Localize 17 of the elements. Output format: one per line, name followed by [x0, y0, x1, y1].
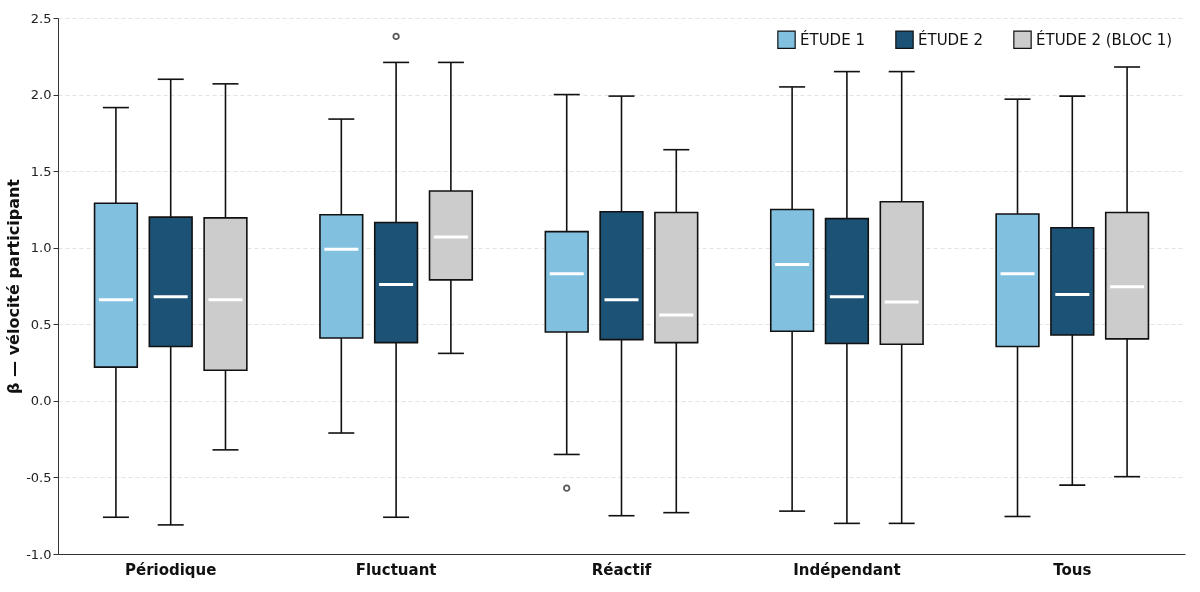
y-tick-label: 0.0: [30, 393, 52, 409]
legend-label: ÉTUDE 2: [918, 29, 983, 49]
y-tick-label: 2.0: [30, 87, 52, 103]
y-tick-label: 1.0: [30, 240, 52, 256]
y-tick-label: -1.0: [26, 546, 52, 562]
x-tick-label: Périodique: [124, 560, 217, 579]
y-axis-title: β — vélocité participant: [4, 178, 24, 394]
y-tick-label: 1.5: [30, 163, 52, 179]
x-tick-label: Indépendant: [793, 560, 901, 579]
x-tick-label: Réactif: [591, 560, 652, 579]
legend-label: ÉTUDE 2 (BLOC 1): [1036, 29, 1173, 49]
y-tick-label: 2.5: [30, 10, 52, 26]
legend-label: ÉTUDE 1: [800, 29, 865, 49]
x-tick-label: Tous: [1053, 560, 1092, 579]
x-tick-label: Fluctuant: [355, 560, 437, 579]
y-tick-label: 0.5: [30, 316, 52, 332]
y-tick-label: -0.5: [26, 469, 52, 485]
